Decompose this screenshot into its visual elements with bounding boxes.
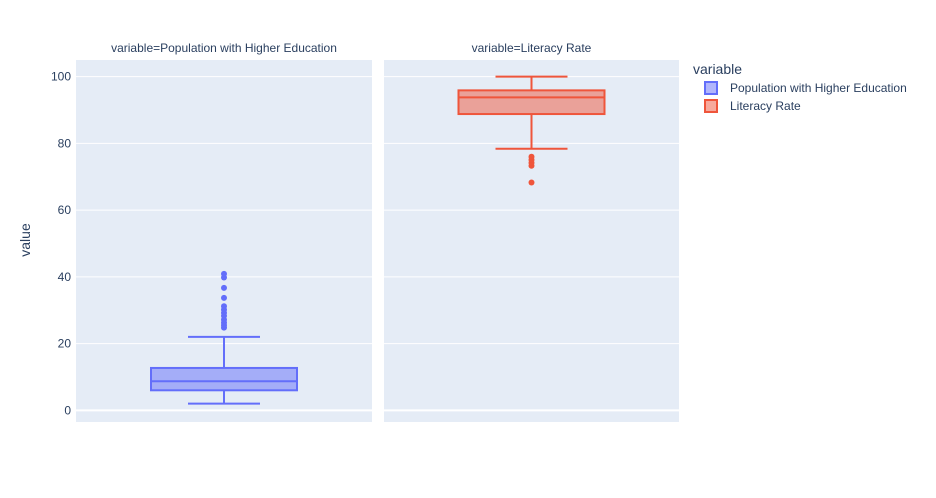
outlier-point bbox=[528, 179, 535, 186]
y-tick-label: 80 bbox=[58, 136, 72, 150]
legend-label: Population with Higher Education bbox=[730, 81, 907, 95]
legend-item[interactable]: Population with Higher Education bbox=[704, 81, 907, 95]
legend: variable Population with Higher Educatio… bbox=[693, 61, 907, 113]
iqr-box bbox=[150, 366, 298, 392]
y-tick-label: 40 bbox=[58, 270, 72, 284]
y-tick-label: 100 bbox=[51, 70, 71, 84]
y-tick-label: 60 bbox=[58, 203, 72, 217]
facet-title: variable=Literacy Rate bbox=[472, 41, 592, 55]
y-tick-label: 0 bbox=[64, 403, 71, 417]
legend-item[interactable]: Literacy Rate bbox=[704, 99, 801, 113]
legend-label: Literacy Rate bbox=[730, 99, 801, 113]
facet-panel: variable=Population with Higher Educatio… bbox=[76, 41, 372, 422]
outlier-point bbox=[528, 153, 535, 160]
y-axis-title: value bbox=[17, 223, 33, 257]
outlier-point bbox=[221, 284, 227, 291]
box-trace[interactable] bbox=[457, 75, 606, 186]
y-axis: 0 20 40 60 80 100 bbox=[51, 70, 71, 418]
box-trace[interactable] bbox=[150, 270, 298, 405]
facet-panels: variable=Population with Higher Educatio… bbox=[76, 41, 679, 422]
outlier-point bbox=[221, 303, 227, 310]
outlier-point bbox=[221, 270, 227, 277]
outlier-point bbox=[221, 294, 227, 301]
legend-swatch bbox=[704, 81, 718, 95]
legend-swatch bbox=[704, 99, 718, 113]
iqr-box bbox=[457, 89, 606, 116]
facet-title: variable=Population with Higher Educatio… bbox=[111, 41, 337, 55]
legend-title: variable bbox=[693, 61, 742, 77]
facet-panel: variable=Literacy Rate bbox=[384, 41, 679, 422]
y-tick-label: 20 bbox=[58, 337, 72, 351]
